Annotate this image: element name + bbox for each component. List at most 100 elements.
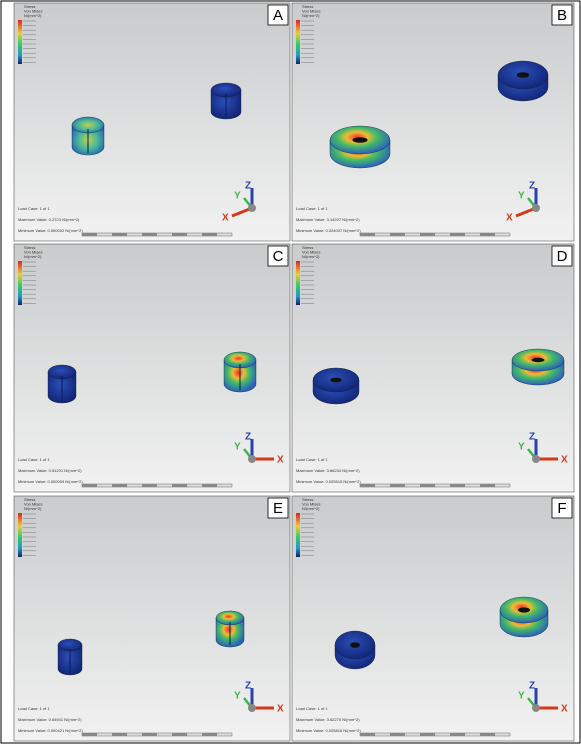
info-text: Minimum Value: 0.000421 N/(mm^2) [18,728,83,733]
model-hole [518,607,530,612]
cup-model [58,639,82,675]
scale-bar-segment [420,233,435,236]
cup-model [211,83,241,119]
info-text: Maximum Value: 3.66234 N/(mm^2) [296,468,360,473]
axis-origin [248,455,256,463]
info-text: Maximum Value: 3.14207 N/(mm^2) [296,217,360,222]
scale-bar-segment [112,484,127,487]
scale-bar-segment [142,484,157,487]
scale-bar-segment [390,484,405,487]
panel-letter: B [557,7,567,24]
scale-bar-segment [202,233,217,236]
panel-background [292,3,574,241]
disc-model [330,126,390,168]
axis-label-x: X [222,213,229,224]
info-text: Maximum Value: 0.51201 N/(mm^2) [18,468,82,473]
axis-label-z: Z [529,681,535,692]
axis-label-z: Z [245,432,251,443]
scale-bar-segment [360,233,375,236]
cup-model [72,117,104,155]
axis-label-y: Y [518,191,525,202]
scale-bar-segment [480,233,495,236]
axis-label-z: Z [529,432,535,443]
axis-label-z: Z [245,181,251,192]
info-text: Load Case: 1 of 1 [18,457,50,462]
panel-letter: C [273,248,284,265]
disc-model [498,61,548,101]
info-text: Minimum Value: 0.000002 N/(mm^2) [18,228,83,233]
info-text: Minimum Value: 0.025816 N/(mm^2) [296,728,361,733]
info-text: Load Case: 1 of 1 [296,706,328,711]
model-hole [532,358,545,362]
info-text: Minimum Value: 0.000009 N/(mm^2) [18,479,83,484]
scale-bar-segment [82,484,97,487]
legend-color-bar [296,513,300,557]
info-text: Load Case: 1 of 1 [18,706,50,711]
axis-label-y: Y [518,442,525,453]
scale-bar-segment [360,484,375,487]
axis-label-x: X [506,213,513,224]
axis-label-x: X [277,455,284,466]
model-hole [517,72,530,78]
panel: CStressVon MisesN/(mm^2)Load Case: 1 of … [14,244,290,492]
axis-origin [532,704,540,712]
disc-model [512,349,564,385]
axis-origin [532,455,540,463]
panel-letter: A [273,7,283,24]
legend-title: N/(mm^2) [24,506,42,511]
model-hole [330,378,342,383]
disc-model [500,597,548,637]
info-text: Load Case: 1 of 1 [18,206,50,211]
model-hole [350,642,360,648]
panel-letter: F [557,500,566,517]
scale-bar-segment [172,484,187,487]
scale-bar-segment [390,733,405,736]
scale-bar-segment [420,484,435,487]
scale-bar-segment [480,733,495,736]
scale-bar-segment [360,733,375,736]
disc-model [313,368,359,404]
axis-label-y: Y [234,191,241,202]
info-text: Maximum Value: 3.62270 N/(mm^2) [296,717,360,722]
legend-title: N/(mm^2) [24,254,42,259]
axis-label-y: Y [234,691,241,702]
scale-bar-segment [450,733,465,736]
scale-bar-segment [420,733,435,736]
scale-bar-segment [390,233,405,236]
panel-letter: D [557,248,568,265]
scale-bar-segment [112,233,127,236]
scale-bar-segment [202,733,217,736]
scale-bar-segment [450,233,465,236]
scale-bar-segment [82,233,97,236]
model-hole [353,137,368,143]
info-text: Minimum Value: 0.024007 N/(mm^2) [296,228,361,233]
axis-label-y: Y [518,691,525,702]
scale-bar-segment [172,233,187,236]
info-text: Load Case: 1 of 1 [296,206,328,211]
axis-origin [248,204,256,212]
axis-label-z: Z [245,681,251,692]
legend-color-bar [18,20,22,64]
cup-model [224,352,256,392]
scale-bar-segment [142,233,157,236]
legend-color-bar [18,513,22,557]
scale-bar-segment [480,484,495,487]
scale-bar-segment [450,484,465,487]
info-text: Minimum Value: 0.025515 N/(mm^2) [296,479,361,484]
axis-label-x: X [561,455,568,466]
axis-origin [532,204,540,212]
axis-label-x: X [277,704,284,715]
cup-model [48,365,76,403]
legend-title: N/(mm^2) [24,13,42,18]
legend-title: N/(mm^2) [302,254,320,259]
axis-label-z: Z [529,181,535,192]
scale-bar-segment [142,733,157,736]
scale-bar-segment [172,733,187,736]
scale-bar-segment [112,733,127,736]
figure: AStressVon MisesN/(mm^2)Load Case: 1 of … [0,0,581,744]
